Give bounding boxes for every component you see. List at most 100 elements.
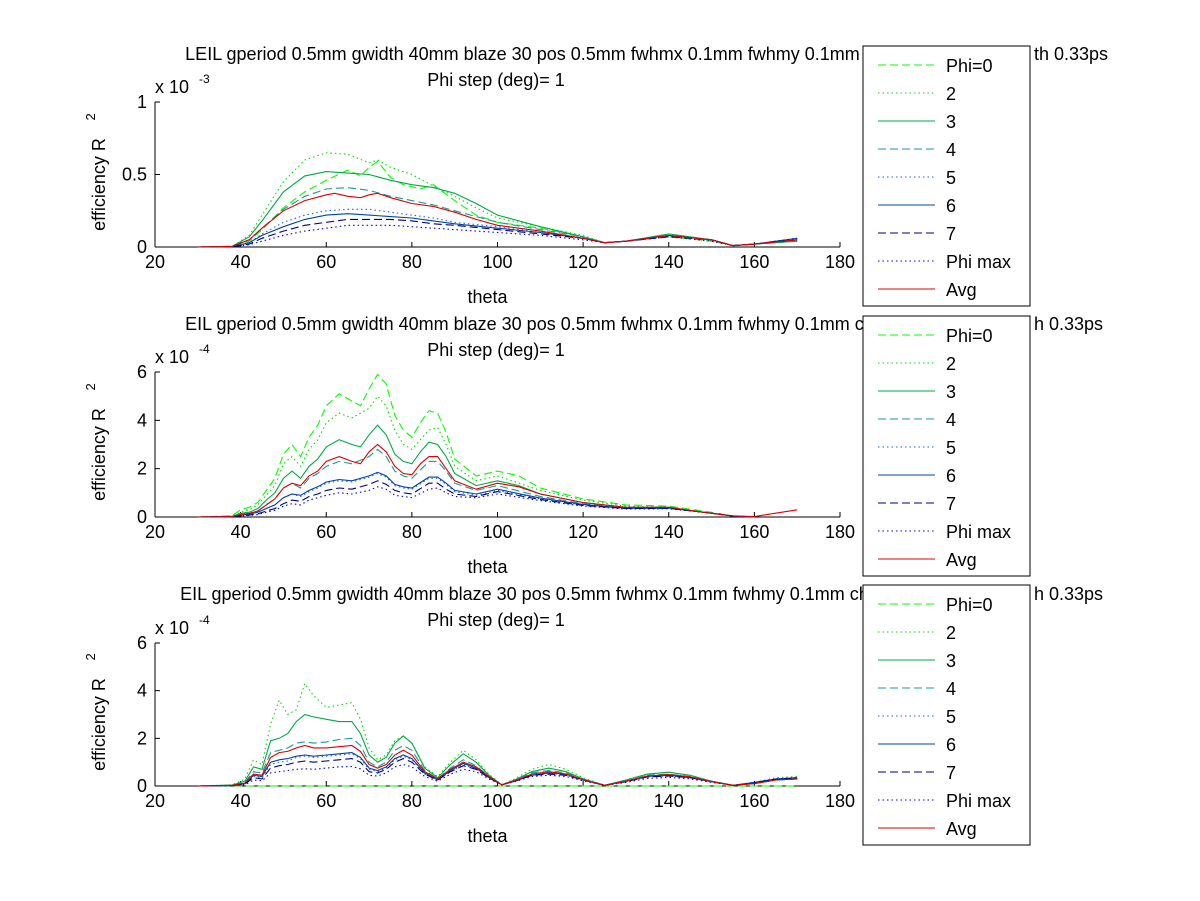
chart-subtitle: Phi step (deg)= 1 bbox=[427, 70, 565, 90]
x-tick-label: 180 bbox=[825, 522, 855, 542]
y-exponent-power: -4 bbox=[199, 613, 210, 627]
series-line-9 bbox=[197, 192, 798, 248]
legend-entry: 3 bbox=[946, 382, 956, 402]
x-axis-label: theta bbox=[467, 826, 508, 846]
y-tick-label: 0 bbox=[137, 507, 147, 527]
legend-entry: 5 bbox=[946, 707, 956, 727]
plot-area bbox=[197, 682, 798, 787]
x-tick-label: 100 bbox=[482, 791, 512, 811]
legend: Phi=0 2 3 4 5 6 7 Phi max Avg bbox=[862, 45, 1031, 307]
y-axis-label: efficiency R bbox=[89, 678, 109, 771]
legend-box bbox=[862, 584, 1031, 846]
x-tick-label: 80 bbox=[402, 252, 422, 272]
chart-title-tail: th 0.33ps bbox=[1034, 44, 1108, 64]
y-axis-label-group: efficiency R 2 bbox=[83, 653, 109, 771]
chart-subtitle: Phi step (deg)= 1 bbox=[427, 610, 565, 630]
legend-entry: 4 bbox=[946, 679, 956, 699]
legend-box bbox=[862, 45, 1031, 307]
y-axis-label: efficiency R bbox=[89, 408, 109, 501]
x-axis-label: theta bbox=[467, 287, 508, 307]
x-tick-label: 100 bbox=[482, 522, 512, 542]
y-tick-label: 4 bbox=[137, 681, 147, 701]
y-exponent: x 10 bbox=[155, 347, 189, 367]
x-tick-label: 120 bbox=[568, 522, 598, 542]
series-line-5 bbox=[197, 472, 755, 518]
series-line-4 bbox=[197, 737, 798, 787]
legend-entry: Phi=0 bbox=[946, 326, 993, 346]
legend-entry: 2 bbox=[946, 84, 956, 104]
legend-entry: Avg bbox=[946, 550, 977, 570]
legend-box bbox=[862, 315, 1031, 577]
x-tick-label: 20 bbox=[145, 252, 165, 272]
y-exponent: x 10 bbox=[155, 77, 189, 97]
x-tick-label: 140 bbox=[654, 522, 684, 542]
x-tick-label: 80 bbox=[402, 522, 422, 542]
series-line-5 bbox=[197, 753, 798, 787]
chart-title-tail: h 0.33ps bbox=[1034, 314, 1103, 334]
y-tick-label: 1 bbox=[137, 92, 147, 112]
x-tick-label: 20 bbox=[145, 522, 165, 542]
series-line-3 bbox=[197, 713, 798, 787]
y-tick-label: 0 bbox=[137, 237, 147, 257]
chart-panel-3: EIL gperiod 0.5mm gwidth 40mm blaze 30 p… bbox=[83, 584, 1103, 846]
x-tick-label: 160 bbox=[739, 522, 769, 542]
legend-entry: Avg bbox=[946, 819, 977, 839]
legend-entry: 6 bbox=[946, 196, 956, 216]
series-line-2 bbox=[197, 395, 755, 518]
x-tick-label: 60 bbox=[316, 252, 336, 272]
x-tick-label: 20 bbox=[145, 791, 165, 811]
chart-title: EIL gperiod 0.5mm gwidth 40mm blaze 30 p… bbox=[185, 314, 935, 334]
y-tick-label: 2 bbox=[137, 728, 147, 748]
legend-entry: Phi max bbox=[946, 522, 1011, 542]
legend-entry: 2 bbox=[946, 354, 956, 374]
x-tick-label: 120 bbox=[568, 791, 598, 811]
series-line-1 bbox=[197, 373, 755, 518]
legend-entry: 5 bbox=[946, 168, 956, 188]
y-tick-label: 6 bbox=[137, 362, 147, 382]
legend-entry: Avg bbox=[946, 280, 977, 300]
y-axis-label-superscript: 2 bbox=[83, 653, 98, 660]
y-tick-label: 0 bbox=[137, 776, 147, 796]
y-axis-label-superscript: 2 bbox=[83, 383, 98, 390]
y-tick-label: 6 bbox=[137, 633, 147, 653]
legend-entry: 4 bbox=[946, 410, 956, 430]
legend-entry: 7 bbox=[946, 224, 956, 244]
x-tick-label: 40 bbox=[231, 522, 251, 542]
y-exponent-power: -4 bbox=[199, 342, 210, 356]
legend-entry: 7 bbox=[946, 494, 956, 514]
legend: Phi=0 2 3 4 5 6 7 Phi max Avg bbox=[862, 315, 1031, 577]
legend-entry: Phi max bbox=[946, 791, 1011, 811]
y-exponent: x 10 bbox=[155, 618, 189, 638]
x-tick-label: 140 bbox=[654, 252, 684, 272]
chart-panel-1: LEIL gperiod 0.5mm gwidth 40mm blaze 30 … bbox=[83, 44, 1108, 307]
series-line-2 bbox=[197, 152, 798, 248]
legend-entry: 6 bbox=[946, 466, 956, 486]
plot-area bbox=[197, 152, 798, 248]
x-tick-label: 160 bbox=[739, 252, 769, 272]
x-tick-label: 80 bbox=[402, 791, 422, 811]
series-line-9 bbox=[197, 744, 798, 787]
series-line-7 bbox=[197, 758, 798, 787]
x-tick-label: 180 bbox=[825, 791, 855, 811]
y-axis-label-group: efficiency R 2 bbox=[83, 383, 109, 501]
legend-entry: 2 bbox=[946, 623, 956, 643]
plot-area bbox=[197, 373, 798, 518]
legend: Phi=0 2 3 4 5 6 7 Phi max Avg bbox=[862, 584, 1031, 846]
series-line-1 bbox=[197, 160, 798, 248]
legend-entry: 5 bbox=[946, 438, 956, 458]
legend-entry: 7 bbox=[946, 763, 956, 783]
x-tick-label: 140 bbox=[654, 791, 684, 811]
series-line-2 bbox=[197, 682, 798, 787]
x-tick-label: 100 bbox=[482, 252, 512, 272]
chart-title: LEIL gperiod 0.5mm gwidth 40mm blaze 30 … bbox=[185, 44, 935, 64]
x-tick-label: 160 bbox=[739, 791, 769, 811]
y-axis-label-superscript: 2 bbox=[83, 113, 98, 120]
series-line-8 bbox=[197, 763, 798, 787]
x-tick-label: 40 bbox=[231, 252, 251, 272]
x-axis-label: theta bbox=[467, 557, 508, 577]
legend-entry: 4 bbox=[946, 140, 956, 160]
x-tick-label: 60 bbox=[316, 522, 336, 542]
y-tick-label: 2 bbox=[137, 459, 147, 479]
y-tick-label: 0.5 bbox=[122, 165, 147, 185]
